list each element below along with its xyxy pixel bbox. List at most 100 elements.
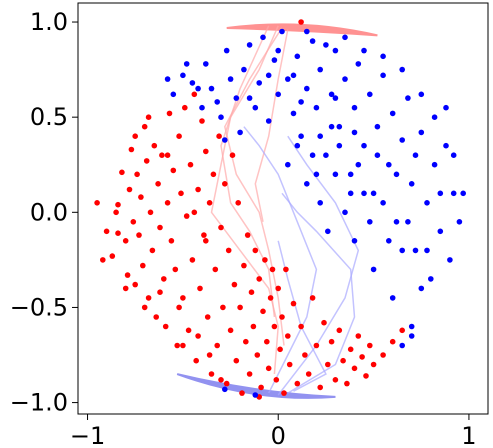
red-point (185, 327, 192, 334)
blue-point (389, 295, 396, 301)
blue-point (279, 28, 285, 35)
blue-point (389, 110, 396, 117)
blue-point (456, 219, 463, 225)
red-trail-line (224, 27, 285, 346)
blue-point (437, 190, 444, 197)
red-point (340, 357, 346, 364)
red-point (197, 285, 203, 292)
blue-point (342, 76, 348, 82)
blue-point (351, 129, 358, 136)
red-point (285, 333, 291, 339)
red-point (302, 352, 308, 358)
red-point (157, 224, 163, 231)
red-point (122, 285, 129, 292)
blue-point (294, 142, 301, 149)
x-tick-label: −1 (70, 422, 105, 448)
red-point (159, 152, 165, 158)
blue-point (424, 200, 430, 206)
red-point (265, 365, 272, 372)
blue-point (399, 137, 406, 143)
red-point (298, 323, 304, 330)
blue-point (285, 76, 291, 82)
red-point (367, 342, 373, 349)
red-point (359, 354, 365, 360)
blue-point (199, 104, 205, 111)
red-point (134, 171, 140, 178)
blue-point (347, 190, 354, 197)
red-point (222, 181, 228, 187)
red-point (176, 133, 182, 139)
red-point (325, 361, 331, 368)
red-point (162, 323, 169, 330)
red-point (140, 262, 146, 269)
blue-point (412, 152, 419, 158)
red-point (168, 238, 175, 244)
red-point (290, 300, 297, 307)
blue-point (290, 72, 297, 79)
blue-point (317, 66, 324, 73)
red-point (214, 342, 220, 349)
blue-point (222, 137, 228, 143)
blue-point (405, 95, 411, 101)
blue-point (246, 42, 253, 48)
red-point (248, 289, 255, 296)
blue-point (265, 118, 272, 124)
blue-point (328, 91, 335, 98)
blue-point (393, 219, 400, 225)
red-point (203, 238, 209, 244)
red-point (206, 352, 213, 358)
blue-point (189, 80, 196, 86)
blue-point (290, 110, 297, 117)
red-point (264, 338, 270, 345)
red-point (399, 327, 406, 334)
red-point (161, 276, 167, 282)
blue-point (460, 190, 467, 197)
red-point (223, 380, 230, 387)
red-point (336, 327, 343, 334)
blue-point (298, 133, 304, 139)
blue-point (370, 266, 377, 273)
red-point (191, 91, 198, 98)
red-point (208, 371, 215, 377)
red-point (128, 146, 135, 153)
blue-point (241, 66, 247, 73)
blue-point (431, 161, 438, 168)
red-point (262, 257, 268, 263)
red-point (132, 281, 138, 288)
blue-point (252, 104, 259, 111)
blue-point (386, 238, 392, 244)
red-point (124, 272, 131, 278)
ticks-layer: −1 0 1 1.0 0.5 0.0 −0.5 −1.0 (10, 8, 477, 448)
blue-point (361, 142, 367, 149)
blue-point (252, 392, 259, 398)
blue-point (443, 104, 449, 111)
red-point (189, 257, 196, 263)
blue-point (227, 76, 234, 82)
blue-point (450, 190, 457, 197)
blue-point (317, 200, 324, 206)
red-point (166, 110, 173, 117)
red-point (115, 201, 121, 208)
red-point (355, 333, 362, 339)
blue-point (170, 91, 177, 98)
blue-point (336, 123, 343, 130)
blue-point (450, 152, 457, 158)
blue-point (443, 142, 449, 149)
red-point (237, 304, 243, 311)
red-point (216, 133, 222, 139)
red-point (145, 114, 152, 120)
red-point (172, 266, 179, 273)
red-point (103, 228, 110, 235)
blue-point (437, 228, 444, 235)
red-point (267, 295, 274, 301)
blue-point (399, 247, 406, 254)
red-point (279, 314, 285, 320)
y-tick-label: 0.5 (30, 103, 68, 131)
red-trail-line (210, 25, 279, 375)
red-point (227, 327, 234, 334)
red-point (147, 209, 154, 216)
blue-point (428, 276, 434, 282)
blue-point (298, 99, 304, 105)
red-point (170, 167, 177, 174)
red-point (109, 253, 116, 259)
